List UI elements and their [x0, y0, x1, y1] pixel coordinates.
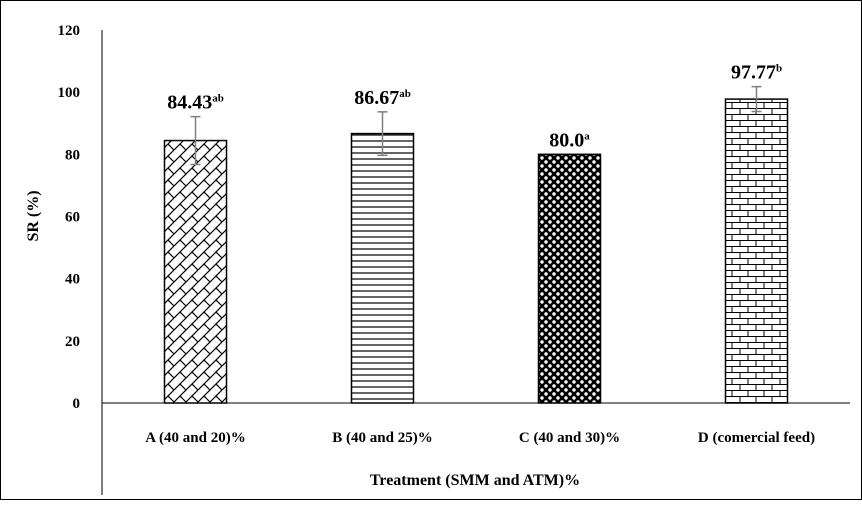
significance-letter: b	[776, 63, 782, 75]
significance-letter: ab	[399, 88, 411, 100]
category-label: C (40 and 30)%	[519, 430, 620, 446]
y-tick-label: 120	[58, 23, 81, 39]
category-labels-group: A (40 and 20)% B (40 and 25)% C (40 and 30…	[145, 430, 815, 446]
y-tick-label: 40	[65, 272, 80, 288]
significance-letter: ab	[212, 93, 224, 105]
significance-letter: a	[584, 130, 590, 142]
error-bar	[751, 85, 762, 113]
error-bar	[190, 115, 201, 166]
x-axis-title: Treatment (SMM and ATM)%	[370, 472, 580, 489]
bar	[537, 153, 602, 404]
bars-group	[163, 98, 789, 404]
value-label: 97.77b	[731, 62, 782, 84]
category-label: A (40 and 20)%	[145, 430, 245, 446]
bar	[724, 98, 789, 404]
y-axis-title: SR (%)	[25, 190, 42, 241]
category-label: B (40 and 25)%	[332, 430, 432, 446]
error-bar	[377, 111, 388, 157]
category-label: D (comercial feed)	[698, 430, 815, 446]
bar	[163, 139, 228, 404]
bar	[350, 132, 415, 404]
y-tick-label: 20	[65, 334, 80, 350]
value-label: 86.67ab	[354, 87, 411, 109]
y-tick-labels: 0 20 40 60 80 100 120	[58, 23, 81, 412]
value-label: 84.43ab	[167, 92, 224, 114]
value-labels-group: 84.43ab 86.67ab 80.0a 97.77b	[167, 62, 782, 152]
value-label: 80.0a	[549, 129, 590, 151]
y-tick-label: 100	[58, 85, 81, 101]
y-tick-label: 0	[73, 396, 81, 412]
y-tick-label: 80	[65, 147, 80, 163]
y-tick-label: 60	[65, 210, 80, 226]
error-bars-group	[190, 85, 762, 166]
